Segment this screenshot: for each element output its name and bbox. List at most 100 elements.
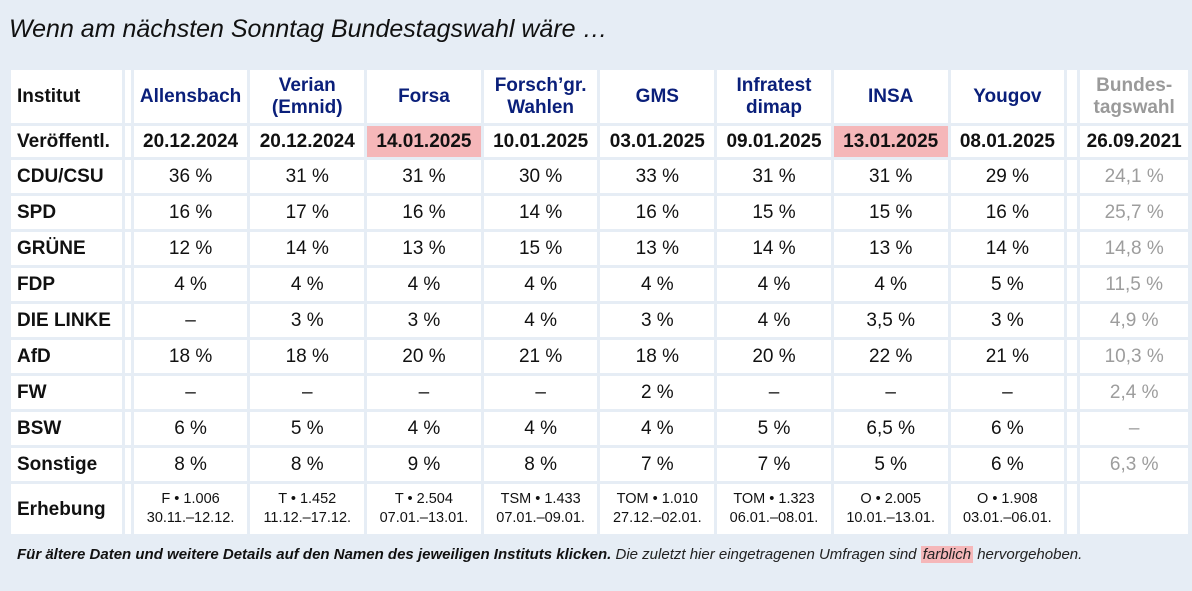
column-gap: [1067, 160, 1078, 193]
party-row: AfD 18 % 18 % 20 % 21 % 18 % 20 % 22 % 21 % 10,3 …: [11, 340, 1188, 373]
poll-value: 31 %: [367, 160, 481, 193]
column-gap: [124, 304, 131, 337]
election-result: 4,9 %: [1080, 304, 1188, 337]
erhebung-cell: O • 1.908 03.01.–06.01.: [950, 484, 1065, 534]
column-gap: [124, 448, 131, 481]
poll-value: 18 %: [600, 340, 715, 373]
poll-value: 15 %: [833, 196, 948, 229]
institute-link-2[interactable]: Forsa: [367, 70, 481, 123]
poll-value: 36 %: [133, 160, 248, 193]
poll-value: –: [133, 304, 248, 337]
poll-value: 4 %: [133, 268, 248, 301]
poll-value: 16 %: [367, 196, 481, 229]
poll-value: 20 %: [717, 340, 831, 373]
poll-value: 31 %: [833, 160, 948, 193]
poll-value: 2 %: [600, 376, 715, 409]
column-gap: [1067, 376, 1078, 409]
column-gap: [124, 126, 131, 157]
party-row: CDU/CSU 36 % 31 % 31 % 30 % 33 % 31 % 31 % 29 % 2…: [11, 160, 1188, 193]
poll-value: 17 %: [250, 196, 365, 229]
poll-value: 14 %: [483, 196, 598, 229]
poll-value: 3 %: [950, 304, 1065, 337]
header-row: Institut Allensbach Verian (Emnid) Forsa For…: [11, 70, 1188, 123]
institute-link-0[interactable]: Allensbach: [133, 70, 248, 123]
poll-value: –: [950, 376, 1065, 409]
published-date: 03.01.2025: [600, 126, 715, 157]
erhebung-row: Erhebung F • 1.006 30.11.–12.12. T • 1.452 1…: [11, 484, 1188, 534]
poll-value: –: [133, 376, 248, 409]
poll-value: 20 %: [367, 340, 481, 373]
poll-value: 8 %: [133, 448, 248, 481]
column-gap: [124, 376, 131, 409]
poll-value: 16 %: [950, 196, 1065, 229]
erhebung-period: 06.01.–08.01.: [729, 510, 819, 526]
erhebung-period: 10.01.–13.01.: [846, 510, 936, 526]
poll-value: 14 %: [717, 232, 831, 265]
row-label-erhebung: Erhebung: [11, 484, 122, 534]
institute-link-5[interactable]: Infratest dimap: [717, 70, 831, 123]
poll-value: 14 %: [950, 232, 1065, 265]
erhebung-period: 27.12.–02.01.: [612, 510, 702, 526]
institute-link-7[interactable]: Yougov: [950, 70, 1065, 123]
poll-value: 8 %: [483, 448, 598, 481]
erhebung-cell: F • 1.006 30.11.–12.12.: [133, 484, 248, 534]
poll-value: –: [367, 376, 481, 409]
poll-value: 7 %: [600, 448, 715, 481]
party-name: FDP: [11, 268, 122, 301]
poll-value: 4 %: [483, 268, 598, 301]
column-gap: [1067, 126, 1078, 157]
poll-value: 3 %: [367, 304, 481, 337]
erhebung-method-sample: O • 2.005: [860, 491, 922, 507]
party-row: GRÜNE 12 % 14 % 13 % 15 % 13 % 14 % 13 % 14 % 14,…: [11, 232, 1188, 265]
erhebung-method-sample: T • 2.504: [394, 491, 453, 507]
erhebung-period: 07.01.–13.01.: [379, 510, 469, 526]
poll-value: 30 %: [483, 160, 598, 193]
poll-value: 18 %: [133, 340, 248, 373]
poll-value: 31 %: [250, 160, 365, 193]
poll-value: 31 %: [717, 160, 831, 193]
election-result: 25,7 %: [1080, 196, 1188, 229]
poll-value: 13 %: [367, 232, 481, 265]
institute-link-3[interactable]: Forsch’gr. Wahlen: [483, 70, 598, 123]
published-date: 20.12.2024: [250, 126, 365, 157]
party-row: FW – – – –2 % – – –2,4 %: [11, 376, 1188, 409]
row-label-published: Veröffentl.: [11, 126, 122, 157]
party-name: CDU/CSU: [11, 160, 122, 193]
poll-value: 16 %: [600, 196, 715, 229]
election-date: 26.09.2021: [1080, 126, 1188, 157]
published-date: 13.01.2025: [833, 126, 948, 157]
erhebung-method-sample: O • 1.908: [977, 491, 1038, 507]
institute-link-4[interactable]: GMS: [600, 70, 715, 123]
party-name: Sonstige: [11, 448, 122, 481]
poll-value: 4 %: [600, 412, 715, 445]
erhebung-cell: TOM • 1.323 06.01.–08.01.: [717, 484, 831, 534]
poll-value: 6 %: [133, 412, 248, 445]
party-row: SPD 16 % 17 % 16 % 14 % 16 % 15 % 15 % 16 % 25,7 …: [11, 196, 1188, 229]
poll-value: 4 %: [717, 268, 831, 301]
poll-value: 13 %: [833, 232, 948, 265]
election-result: 6,3 %: [1080, 448, 1188, 481]
institute-link-6[interactable]: INSA: [833, 70, 948, 123]
column-gap: [1067, 340, 1078, 373]
column-gap: [124, 484, 131, 534]
election-result: 11,5 %: [1080, 268, 1188, 301]
election-result: 24,1 %: [1080, 160, 1188, 193]
poll-value: 16 %: [133, 196, 248, 229]
page-title: Wenn am nächsten Sonntag Bundestagswahl …: [9, 15, 608, 43]
column-gap: [124, 412, 131, 445]
erhebung-cell: TOM • 1.010 27.12.–02.01.: [600, 484, 715, 534]
poll-value: 4 %: [367, 268, 481, 301]
erhebung-period: 03.01.–06.01.: [963, 510, 1052, 526]
erhebung-method-sample: T • 1.452: [278, 491, 337, 507]
column-gap: [1067, 484, 1078, 534]
poll-value: 4 %: [367, 412, 481, 445]
poll-value: 5 %: [717, 412, 831, 445]
institute-link-1[interactable]: Verian (Emnid): [250, 70, 365, 123]
column-gap: [1067, 232, 1078, 265]
election-result: 14,8 %: [1080, 232, 1188, 265]
election-erhebung-empty: [1080, 484, 1188, 534]
column-gap: [1067, 304, 1078, 337]
poll-value: 4 %: [717, 304, 831, 337]
party-name: FW: [11, 376, 122, 409]
poll-value: 4 %: [833, 268, 948, 301]
